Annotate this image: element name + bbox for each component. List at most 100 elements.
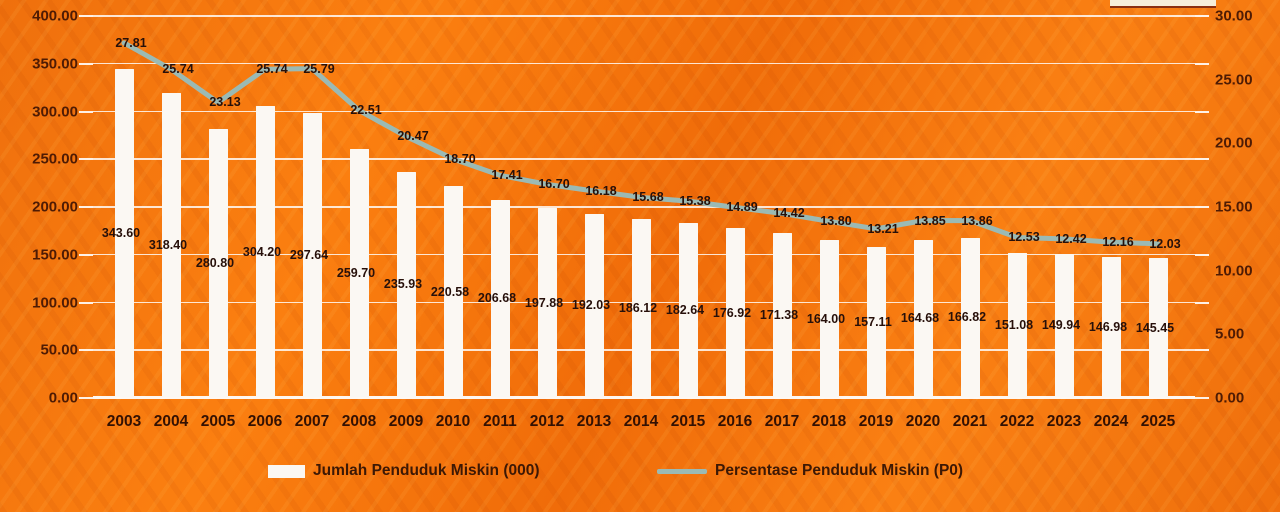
line-value-label: 23.13 [209, 95, 241, 110]
bar [208, 128, 228, 397]
legend-item-line: Persentase Penduduk Miskin (P0) [657, 462, 963, 480]
bar-value-label: 149.94 [1041, 318, 1081, 333]
x-axis-year-label: 2012 [529, 413, 565, 430]
gridline [93, 206, 1195, 208]
bar-value-label: 220.58 [430, 284, 470, 299]
x-axis-year-label: 2023 [1046, 413, 1082, 430]
right-axis-tick-label: 10.00 [1215, 262, 1253, 280]
right-axis-tick-label: 15.00 [1215, 198, 1253, 216]
bar [584, 213, 604, 397]
gridline [93, 62, 1195, 65]
bar-value-label: 171.38 [759, 308, 799, 323]
left-axis-tick-label: 300.00 [32, 103, 78, 120]
line-value-label: 13.85 [914, 213, 946, 228]
bar-value-label: 318.40 [148, 237, 188, 252]
bar-value-label: 151.08 [994, 317, 1034, 332]
bar [537, 208, 557, 397]
right-axis-tick-label: 30.00 [1215, 7, 1253, 25]
bar [161, 92, 181, 397]
bar-value-label: 297.64 [289, 247, 329, 262]
bar-value-label: 186.12 [618, 301, 658, 316]
bar [349, 148, 369, 397]
right-axis-tick-label: 25.00 [1215, 71, 1253, 89]
x-axis-year-label: 2018 [811, 413, 847, 430]
bar-value-label: 145.45 [1135, 320, 1175, 335]
x-axis-year-label: 2019 [858, 413, 894, 430]
bar-value-label: 182.64 [665, 302, 705, 317]
bar-series-swatch [268, 464, 305, 478]
x-axis-year-label: 2014 [623, 413, 659, 430]
x-axis-year-label: 2017 [764, 413, 800, 430]
x-axis-year-label: 2020 [905, 413, 941, 430]
bar-value-label: 259.70 [336, 265, 376, 280]
bar-value-label: 304.20 [242, 244, 282, 259]
bar-value-label: 206.68 [477, 291, 517, 306]
left-axis-tick-label: 0.00 [48, 389, 78, 407]
line-value-label: 13.86 [961, 213, 993, 228]
bar [772, 233, 792, 397]
x-axis-year-label: 2007 [294, 413, 330, 430]
bar [631, 219, 651, 397]
bar-value-label: 235.93 [383, 277, 423, 292]
right-axis-tick-label: 5.00 [1215, 325, 1245, 343]
bar [396, 171, 416, 397]
bar-value-label: 166.82 [947, 310, 987, 325]
right-axis-tick [1195, 158, 1209, 161]
left-axis-tick-label: 50.00 [40, 341, 78, 359]
right-axis-tick [1195, 397, 1209, 399]
x-axis-year-label: 2013 [576, 413, 612, 430]
line-value-label: 15.38 [679, 194, 711, 209]
line-value-label: 12.16 [1102, 235, 1134, 250]
line-series-swatch [657, 468, 707, 474]
line-value-label: 15.68 [632, 190, 664, 205]
line-value-label: 14.42 [773, 206, 805, 221]
left-axis-tick-label: 150.00 [32, 246, 78, 264]
left-axis-tick [79, 301, 93, 304]
x-axis-year-label: 2010 [435, 413, 471, 430]
x-axis-year-label: 2008 [341, 413, 377, 430]
right-axis-tick-label: 0.00 [1215, 389, 1245, 407]
right-axis-tick [1195, 206, 1209, 208]
left-axis-tick [79, 15, 93, 17]
left-axis-tick [79, 110, 93, 113]
left-axis-tick-label: 350.00 [32, 55, 78, 73]
line-value-label: 27.81 [115, 35, 147, 50]
left-axis-tick [79, 158, 93, 161]
bar [1148, 258, 1168, 397]
x-axis-year-label: 2011 [483, 413, 517, 430]
x-axis-year-label: 2006 [247, 413, 283, 430]
bar [866, 246, 886, 397]
line-value-label: 20.47 [397, 129, 429, 144]
gridline [93, 15, 1195, 17]
bar-value-label: 164.00 [806, 311, 846, 326]
line-value-label: 13.80 [820, 214, 852, 229]
bar [1101, 256, 1121, 397]
bar-value-label: 157.11 [854, 314, 892, 329]
bar [913, 239, 933, 397]
left-axis-tick [79, 349, 93, 352]
bar [1054, 253, 1074, 397]
bar-value-label: 192.03 [571, 298, 611, 313]
left-axis-tick-label: 100.00 [32, 294, 78, 311]
bar-value-label: 176.92 [712, 305, 752, 320]
trend-line [121, 40, 1161, 247]
bar [302, 112, 322, 397]
bar-value-label: 146.98 [1088, 319, 1128, 334]
legend-item-bar: Jumlah Penduduk Miskin (000) [268, 462, 540, 480]
line-value-label: 25.74 [256, 62, 288, 77]
right-axis-tick [1195, 301, 1209, 304]
right-axis-tick [1195, 15, 1209, 17]
bar-value-label: 197.88 [524, 295, 564, 310]
x-axis-year-label: 2016 [717, 413, 753, 430]
line-value-label: 16.18 [585, 183, 617, 198]
line-value-label: 25.74 [162, 62, 194, 77]
x-axis-year-label: 2009 [388, 413, 424, 430]
bar-series-label: Jumlah Penduduk Miskin (000) [313, 462, 540, 479]
x-axis-year-label: 2005 [200, 413, 236, 430]
bar [725, 228, 745, 397]
line-value-label: 18.70 [444, 151, 476, 166]
line-series-label: Persentase Penduduk Miskin (P0) [715, 462, 964, 479]
right-axis-tick-label: 20.00 [1215, 134, 1253, 152]
